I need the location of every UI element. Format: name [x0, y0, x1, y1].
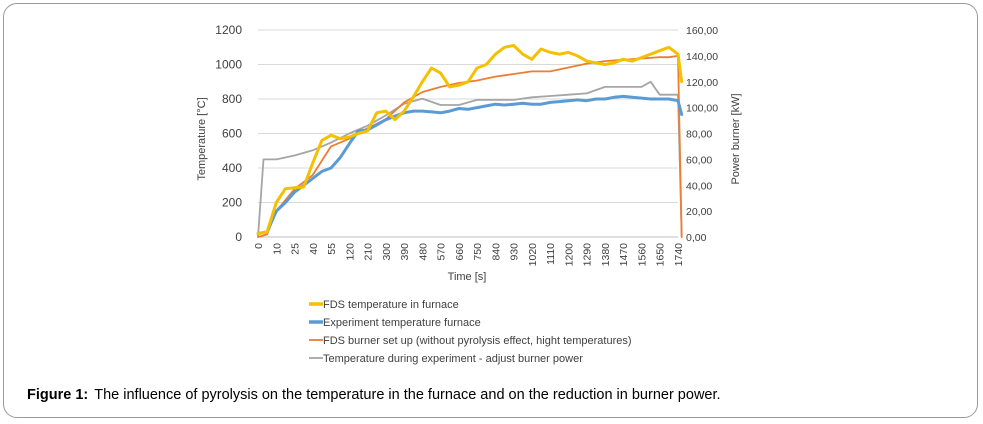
y2-tick-label: 100,00 — [686, 103, 718, 115]
series — [256, 44, 684, 238]
chart: 0 200 400 600 800 1000 1200 0,00 20,00 40,00 60,0… — [188, 14, 768, 372]
x-axis: 0 10 25 40 55 120 210 300 390 480 570 660 750 840 930 1… — [253, 236, 685, 267]
y2-tick-label: 80,00 — [686, 129, 712, 141]
y-axis-right: 0,00 20,00 40,00 60,00 80,00 100,00 120,00 140,… — [686, 25, 718, 244]
y2-tick-label: 20,00 — [686, 206, 712, 218]
y-axis-left: 0 200 400 600 800 1000 1200 — [215, 23, 242, 244]
legend-label: FDS burner set up (without pyrolysis eff… — [323, 335, 632, 347]
x-tick-label: 570 — [436, 243, 448, 261]
figure-caption: Figure 1: The influence of pyrolysis on t… — [27, 387, 721, 403]
legend-label: Temperature during experiment - adjust b… — [323, 353, 583, 365]
legend: FDS temperature in furnace Experiment tem… — [309, 299, 632, 365]
x-tick-label: 1020 — [527, 243, 539, 267]
legend-label: Experiment temperature furnace — [323, 317, 481, 329]
y-tick-label: 1200 — [215, 23, 242, 37]
figure-caption-label: Figure 1: — [27, 387, 89, 403]
y-tick-label: 0 — [235, 230, 242, 244]
x-tick-label: 1470 — [618, 243, 630, 267]
x-axis-label: Time [s] — [448, 271, 487, 283]
y2-tick-label: 140,00 — [686, 51, 718, 63]
series-line-1 — [256, 44, 684, 236]
x-tick-label: 55 — [326, 243, 338, 255]
y2-tick-label: 0,00 — [686, 232, 707, 244]
x-tick-label: 1290 — [582, 243, 594, 267]
x-tick-label: 840 — [490, 243, 502, 261]
x-tick-label: 1110 — [545, 243, 557, 265]
x-tick-label: 1200 — [563, 243, 575, 267]
figure-caption-text: The influence of pyrolysis on the temper… — [94, 387, 721, 403]
y2-axis-label: Power burner [kW] — [730, 93, 742, 184]
x-tick-label: 1560 — [636, 243, 648, 267]
y2-tick-label: 60,00 — [686, 154, 712, 166]
x-tick-label: 930 — [509, 243, 521, 261]
series-line-2 — [256, 94, 684, 236]
y-tick-label: 800 — [222, 92, 242, 106]
y2-tick-label: 160,00 — [686, 25, 718, 37]
x-tick-label: 10 — [271, 243, 283, 255]
x-tick-label: 480 — [417, 243, 429, 261]
y-tick-label: 1000 — [215, 58, 242, 72]
x-tick-label: 1650 — [655, 243, 667, 267]
x-tick-label: 750 — [472, 243, 484, 261]
x-tick-label: 25 — [290, 243, 302, 255]
y-tick-label: 200 — [222, 196, 242, 210]
y-axis-label: Temperature [°C] — [196, 97, 208, 180]
x-tick-label: 390 — [399, 243, 411, 261]
y-tick-label: 400 — [222, 161, 242, 175]
x-tick-label: 40 — [308, 243, 320, 255]
y2-tick-label: 120,00 — [686, 77, 718, 89]
x-tick-label: 1740 — [673, 243, 685, 267]
x-tick-label: 210 — [363, 243, 375, 261]
y-tick-label: 600 — [222, 127, 242, 141]
x-tick-label: 300 — [381, 243, 393, 261]
x-tick-label: 1380 — [600, 243, 612, 267]
x-tick-label: 660 — [454, 243, 466, 261]
x-tick-label: 120 — [344, 243, 356, 261]
legend-label: FDS temperature in furnace — [323, 299, 459, 311]
y2-tick-label: 40,00 — [686, 180, 712, 192]
x-tick-label: 0 — [253, 243, 265, 249]
series-line-4 — [257, 80, 683, 238]
